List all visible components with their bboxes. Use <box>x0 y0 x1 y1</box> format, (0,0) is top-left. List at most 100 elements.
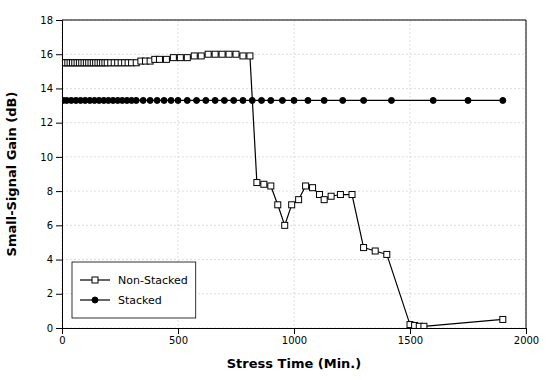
legend-box <box>72 262 196 318</box>
legend-item: Stacked <box>80 294 162 307</box>
y-axis-title: Small-Signal Gain (dB) <box>4 92 19 257</box>
point <box>240 97 246 103</box>
point <box>198 53 204 59</box>
legend-label: Stacked <box>118 294 162 307</box>
grid <box>62 20 526 328</box>
point <box>261 181 267 187</box>
point <box>321 97 327 103</box>
tick-mark <box>178 328 179 334</box>
point <box>361 97 367 103</box>
tick-mark <box>56 328 62 329</box>
tick-mark <box>56 157 62 158</box>
tick-label: 0 <box>47 323 53 334</box>
tick-mark <box>56 20 62 21</box>
tick: 0 <box>47 323 62 334</box>
point <box>310 185 316 191</box>
point <box>161 97 167 103</box>
point <box>247 53 253 59</box>
series <box>62 97 506 103</box>
tick-label: 18 <box>40 15 53 26</box>
x-axis: 0500100015002000 <box>59 328 539 346</box>
point <box>184 97 190 103</box>
frame <box>526 20 527 328</box>
line <box>63 54 503 326</box>
tick: 1500 <box>398 328 423 346</box>
tick-mark <box>56 191 62 192</box>
point <box>305 97 311 103</box>
point <box>140 97 146 103</box>
point <box>133 97 139 103</box>
point <box>191 53 197 59</box>
chart: 0500100015002000024681012141618Non-Stack… <box>0 0 550 380</box>
legend: Non-StackedStacked <box>72 262 196 318</box>
point <box>259 97 265 103</box>
tick-label: 2 <box>47 288 53 299</box>
point <box>168 97 174 103</box>
tick-mark <box>56 260 62 261</box>
grid-line-y <box>62 20 526 21</box>
legend-marker <box>92 277 98 283</box>
point <box>240 53 246 59</box>
point <box>203 97 209 103</box>
tick: 2000 <box>514 328 539 346</box>
point <box>205 51 211 57</box>
point <box>465 97 471 103</box>
point <box>384 251 390 257</box>
tick: 10 <box>40 152 62 163</box>
point <box>349 192 355 198</box>
grid-line-y <box>62 88 526 89</box>
point <box>254 180 260 186</box>
tick-mark <box>526 328 527 334</box>
axis-line <box>63 329 527 335</box>
point <box>361 245 367 251</box>
tick-label: 1500 <box>398 335 423 346</box>
point <box>303 183 309 189</box>
point <box>170 55 176 61</box>
grid-line-y <box>62 54 526 55</box>
tick-label: 14 <box>40 83 53 94</box>
tick-label: 0 <box>59 335 65 346</box>
point <box>268 183 274 189</box>
tick-label: 10 <box>40 152 53 163</box>
point <box>282 222 288 228</box>
point <box>212 51 218 57</box>
tick-label: 2000 <box>514 335 539 346</box>
grid-line-x <box>294 20 295 328</box>
tick-mark <box>56 54 62 55</box>
tick-mark <box>56 225 62 226</box>
point <box>233 51 239 57</box>
point <box>296 197 302 203</box>
point <box>212 97 218 103</box>
tick-label: 8 <box>47 186 53 197</box>
point <box>154 97 160 103</box>
tick-label: 4 <box>47 254 53 265</box>
point <box>177 55 183 61</box>
point <box>388 97 394 103</box>
tick: 1000 <box>282 328 307 346</box>
tick: 6 <box>47 220 62 231</box>
data-marks <box>62 51 506 328</box>
point <box>268 97 274 103</box>
tick: 4 <box>47 254 62 265</box>
point <box>249 97 255 103</box>
point <box>221 97 227 103</box>
point <box>184 55 190 61</box>
point <box>231 97 237 103</box>
tick-mark <box>410 328 411 334</box>
axis-line <box>56 21 63 329</box>
tick-mark <box>294 328 295 334</box>
point <box>175 97 181 103</box>
tick: 12 <box>40 117 62 128</box>
point <box>291 97 297 103</box>
plot-area: 0500100015002000024681012141618Non-Stack… <box>40 15 539 346</box>
point <box>372 248 378 254</box>
y-axis: 0 2 4 6 8 10 12 14 16 18 <box>40 15 62 334</box>
chart-container: 0500100015002000024681012141618Non-Stack… <box>0 0 550 380</box>
tick-mark <box>56 123 62 124</box>
tick-label: 16 <box>40 49 53 60</box>
tick-label: 12 <box>40 117 53 128</box>
point <box>500 97 506 103</box>
grid-line-y <box>62 225 526 226</box>
point <box>275 202 281 208</box>
point <box>219 51 225 57</box>
